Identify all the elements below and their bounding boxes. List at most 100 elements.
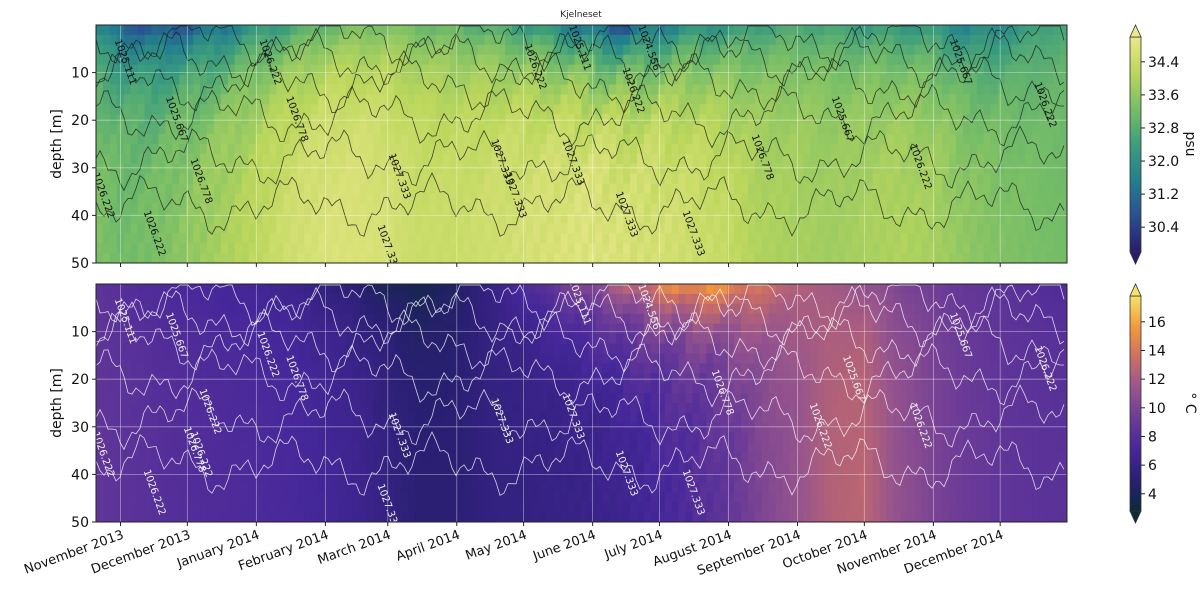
heatmap-cell: [255, 34, 264, 46]
heatmap-cell: [359, 383, 368, 394]
heatmap-cell: [234, 492, 243, 503]
heatmap-cell: [928, 213, 936, 224]
heatmap-cell: [200, 74, 208, 86]
heatmap-cell: [456, 193, 465, 205]
heatmap-cell: [831, 114, 839, 125]
heatmap-cell: [782, 153, 791, 165]
heatmap-cell: [1025, 163, 1033, 175]
heatmap-cell: [935, 84, 943, 96]
heatmap-cell: [137, 34, 146, 46]
heatmap-cell: [532, 144, 541, 155]
heatmap-cell: [345, 313, 354, 325]
heatmap-cell: [130, 144, 139, 155]
heatmap-cell: [311, 203, 319, 215]
heatmap-cell: [331, 284, 340, 295]
heatmap-cell: [692, 84, 701, 96]
heatmap-cell: [442, 502, 451, 513]
heatmap-cell: [179, 462, 187, 474]
heatmap-cell: [720, 144, 728, 155]
heatmap-cell: [498, 233, 506, 244]
heatmap-cell: [96, 104, 104, 115]
heatmap-cell: [650, 144, 659, 155]
heatmap-cell: [734, 74, 742, 86]
heatmap-cell: [269, 94, 277, 105]
heatmap-cell: [144, 472, 153, 483]
heatmap-cell: [276, 34, 284, 46]
heatmap-cell: [741, 213, 749, 224]
heatmap-cell: [872, 163, 881, 175]
heatmap-cell: [761, 104, 770, 115]
heatmap-cell: [200, 442, 208, 454]
heatmap-cell: [886, 54, 895, 66]
heatmap-cell: [539, 213, 548, 224]
heatmap-cell: [331, 193, 340, 205]
heatmap-cell: [380, 64, 388, 76]
heatmap-cell: [671, 193, 680, 205]
heatmap-cell: [734, 54, 742, 66]
heatmap-cell: [96, 124, 104, 135]
heatmap-cell: [872, 203, 881, 215]
heatmap-cell: [803, 64, 811, 76]
heatmap-cell: [144, 452, 153, 464]
heatmap-cell: [657, 104, 666, 115]
heatmap-cell: [553, 203, 562, 215]
heatmap-cell: [262, 84, 270, 96]
heatmap-cell: [713, 203, 721, 215]
heatmap-cell: [1046, 34, 1054, 46]
heatmap-cell: [692, 203, 701, 215]
heatmap-cell: [539, 173, 548, 185]
heatmap-cell: [102, 34, 111, 46]
heatmap-cell: [373, 343, 381, 355]
heatmap-cell: [949, 183, 957, 195]
heatmap-cell: [512, 134, 520, 145]
heatmap-cell: [872, 183, 881, 195]
heatmap-cell: [421, 452, 430, 464]
heatmap-cell: [297, 243, 305, 254]
heatmap-cell: [609, 144, 617, 155]
heatmap-cell: [643, 193, 652, 205]
heatmap-cell: [283, 243, 291, 254]
heatmap-cell: [345, 54, 354, 66]
heatmap-cell: [858, 193, 867, 205]
heatmap-cell: [130, 373, 139, 384]
heatmap-cell: [893, 114, 902, 125]
heatmap-cell: [657, 74, 666, 86]
heatmap-cell: [775, 64, 784, 76]
heatmap-cell: [435, 84, 444, 96]
heatmap-cell: [1060, 163, 1067, 175]
heatmap-cell: [477, 323, 485, 335]
heatmap-cell: [304, 54, 312, 66]
heatmap-cell: [359, 54, 368, 66]
heatmap-cell: [921, 54, 929, 66]
heatmap-cell: [976, 213, 985, 224]
heatmap-cell: [290, 422, 298, 434]
heatmap-cell: [324, 333, 333, 345]
heatmap-cell: [421, 44, 430, 56]
heatmap-cell: [96, 183, 104, 195]
heatmap-cell: [373, 213, 381, 224]
heatmap-cell: [435, 124, 444, 135]
heatmap-cell: [865, 134, 874, 145]
heatmap-cell: [775, 25, 784, 36]
heatmap-cell: [997, 213, 1006, 224]
heatmap-cell: [477, 343, 485, 355]
heatmap-cell: [394, 432, 402, 444]
heatmap-cell: [206, 373, 215, 384]
heatmap-cell: [727, 203, 735, 215]
heatmap-cell: [158, 74, 166, 86]
heatmap-cell: [137, 502, 146, 513]
heatmap-cell: [484, 104, 492, 115]
heatmap-cell: [532, 323, 541, 335]
heatmap-cell: [387, 84, 395, 96]
heatmap-cell: [685, 114, 694, 125]
heatmap-cell: [942, 203, 950, 215]
heatmap-cell: [803, 193, 811, 205]
heatmap-cell: [553, 25, 562, 36]
heatmap-cell: [227, 114, 236, 125]
heatmap-cell: [401, 163, 409, 175]
heatmap-cell: [304, 44, 312, 56]
heatmap-cell: [227, 333, 236, 345]
heatmap-cell: [415, 323, 423, 335]
heatmap-cell: [241, 432, 250, 444]
heatmap-cell: [630, 34, 638, 46]
